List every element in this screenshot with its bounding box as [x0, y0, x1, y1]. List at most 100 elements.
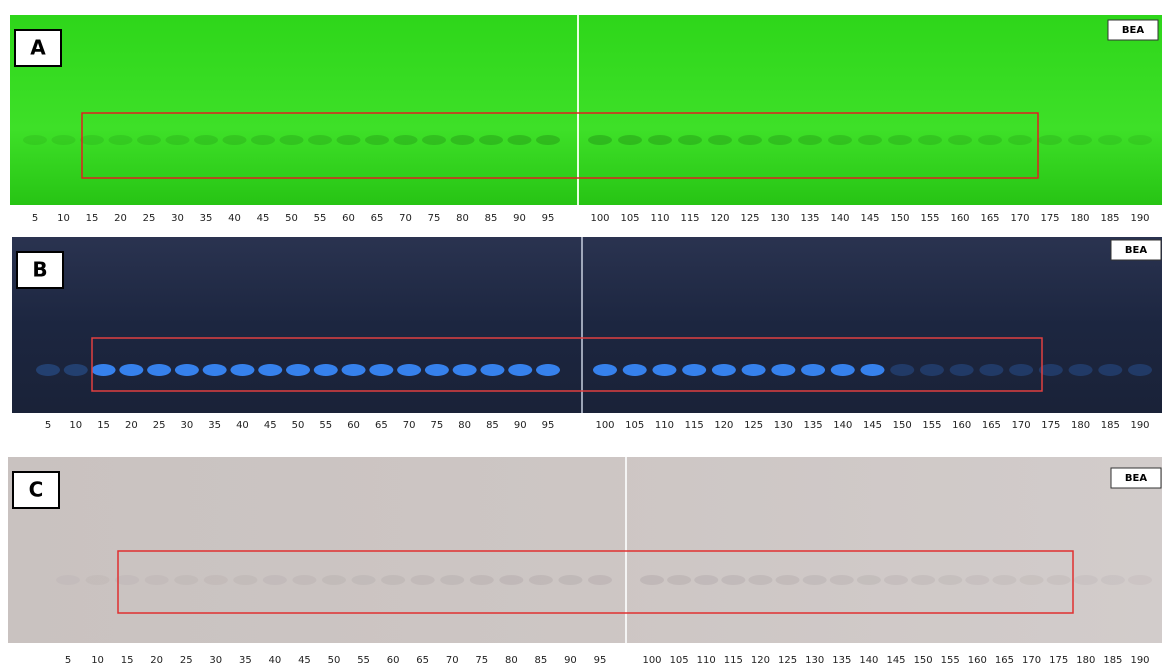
- lane-label: 105: [625, 420, 644, 431]
- band: [593, 364, 617, 376]
- band: [888, 135, 912, 145]
- band: [258, 364, 283, 376]
- lane-label: 160: [952, 420, 971, 431]
- lane-label: 110: [697, 655, 716, 666]
- lane-label: 125: [744, 420, 763, 431]
- band: [174, 575, 199, 585]
- band: [1038, 135, 1062, 145]
- band: [351, 575, 376, 585]
- lane-label: 120: [710, 213, 729, 224]
- lane-label: 50: [328, 655, 341, 666]
- band: [1068, 135, 1092, 145]
- lane-label: 65: [371, 213, 384, 224]
- lane-label: 170: [1012, 420, 1031, 431]
- band: [108, 135, 133, 145]
- band: [381, 575, 406, 585]
- lane-label: 190: [1130, 213, 1149, 224]
- band: [682, 364, 707, 376]
- lane-label: 15: [121, 655, 134, 666]
- band: [469, 575, 494, 585]
- band: [721, 575, 746, 585]
- band: [336, 135, 361, 145]
- highlight-box: [91, 337, 1043, 392]
- band: [202, 364, 227, 376]
- band: [422, 135, 446, 145]
- lane-label: 10: [91, 655, 104, 666]
- lane-label: 65: [375, 420, 388, 431]
- band: [51, 135, 76, 145]
- lane-label: 35: [239, 655, 252, 666]
- solvent-tag: BEA: [1125, 245, 1147, 256]
- lane-label: 95: [542, 420, 555, 431]
- lane-label: 125: [778, 655, 797, 666]
- lane-label: 135: [800, 213, 819, 224]
- lane-label: 150: [890, 213, 909, 224]
- lane-label: 165: [995, 655, 1014, 666]
- band: [588, 135, 612, 145]
- band: [978, 135, 1002, 145]
- band: [775, 575, 800, 585]
- band: [919, 364, 944, 376]
- lane-label: 80: [458, 420, 471, 431]
- band: [667, 575, 692, 585]
- lane-label: 15: [97, 420, 110, 431]
- lane-label: 145: [860, 213, 879, 224]
- band: [708, 135, 732, 145]
- lane-label: 80: [505, 655, 518, 666]
- lane-label: 40: [236, 420, 249, 431]
- lane-label: 190: [1130, 655, 1149, 666]
- lane-label: 120: [714, 420, 733, 431]
- lane-label: 145: [886, 655, 905, 666]
- band: [949, 364, 974, 376]
- band: [856, 575, 881, 585]
- lane-label: 15: [86, 213, 99, 224]
- band: [711, 364, 736, 376]
- band: [528, 575, 553, 585]
- band: [450, 135, 475, 145]
- lane-label: 70: [399, 213, 412, 224]
- plate-b: [12, 237, 1162, 413]
- lane-label: 35: [208, 420, 221, 431]
- lane-label: 180: [1076, 655, 1095, 666]
- band: [63, 364, 88, 376]
- lane-label: 55: [314, 213, 327, 224]
- lane-label: 185: [1103, 655, 1122, 666]
- lane-label: 60: [347, 420, 360, 431]
- lane-label: 135: [832, 655, 851, 666]
- band: [80, 135, 104, 145]
- band: [738, 135, 762, 145]
- tag-box: [1110, 239, 1162, 261]
- lane-label: 175: [1041, 420, 1060, 431]
- lane-label: 20: [125, 420, 138, 431]
- lane-label: 90: [513, 213, 526, 224]
- lane-label: 165: [980, 213, 999, 224]
- band: [622, 364, 647, 376]
- band: [341, 364, 366, 376]
- band: [992, 575, 1017, 585]
- band: [1098, 364, 1123, 376]
- highlight-box: [117, 550, 1074, 614]
- band: [292, 575, 317, 585]
- band: [479, 135, 503, 145]
- lane-label: 115: [680, 213, 699, 224]
- band: [452, 364, 477, 376]
- lane-label: 90: [514, 420, 527, 431]
- band: [1008, 135, 1032, 145]
- lane-label: 105: [620, 213, 639, 224]
- lane-label: 10: [57, 213, 70, 224]
- plate-a: [10, 15, 1162, 205]
- band: [979, 364, 1004, 376]
- lane-row: [0, 208, 1164, 228]
- band: [308, 135, 332, 145]
- lane-label: 50: [285, 213, 298, 224]
- band: [768, 135, 792, 145]
- lane-label: 25: [143, 213, 156, 224]
- lane-label: 155: [941, 655, 960, 666]
- solvent-tag: BEA: [1125, 473, 1147, 484]
- lane-label: 45: [257, 213, 270, 224]
- band: [91, 364, 116, 376]
- band: [1098, 135, 1122, 145]
- band: [938, 575, 963, 585]
- lane-label: 55: [319, 420, 332, 431]
- lane-label: 165: [982, 420, 1001, 431]
